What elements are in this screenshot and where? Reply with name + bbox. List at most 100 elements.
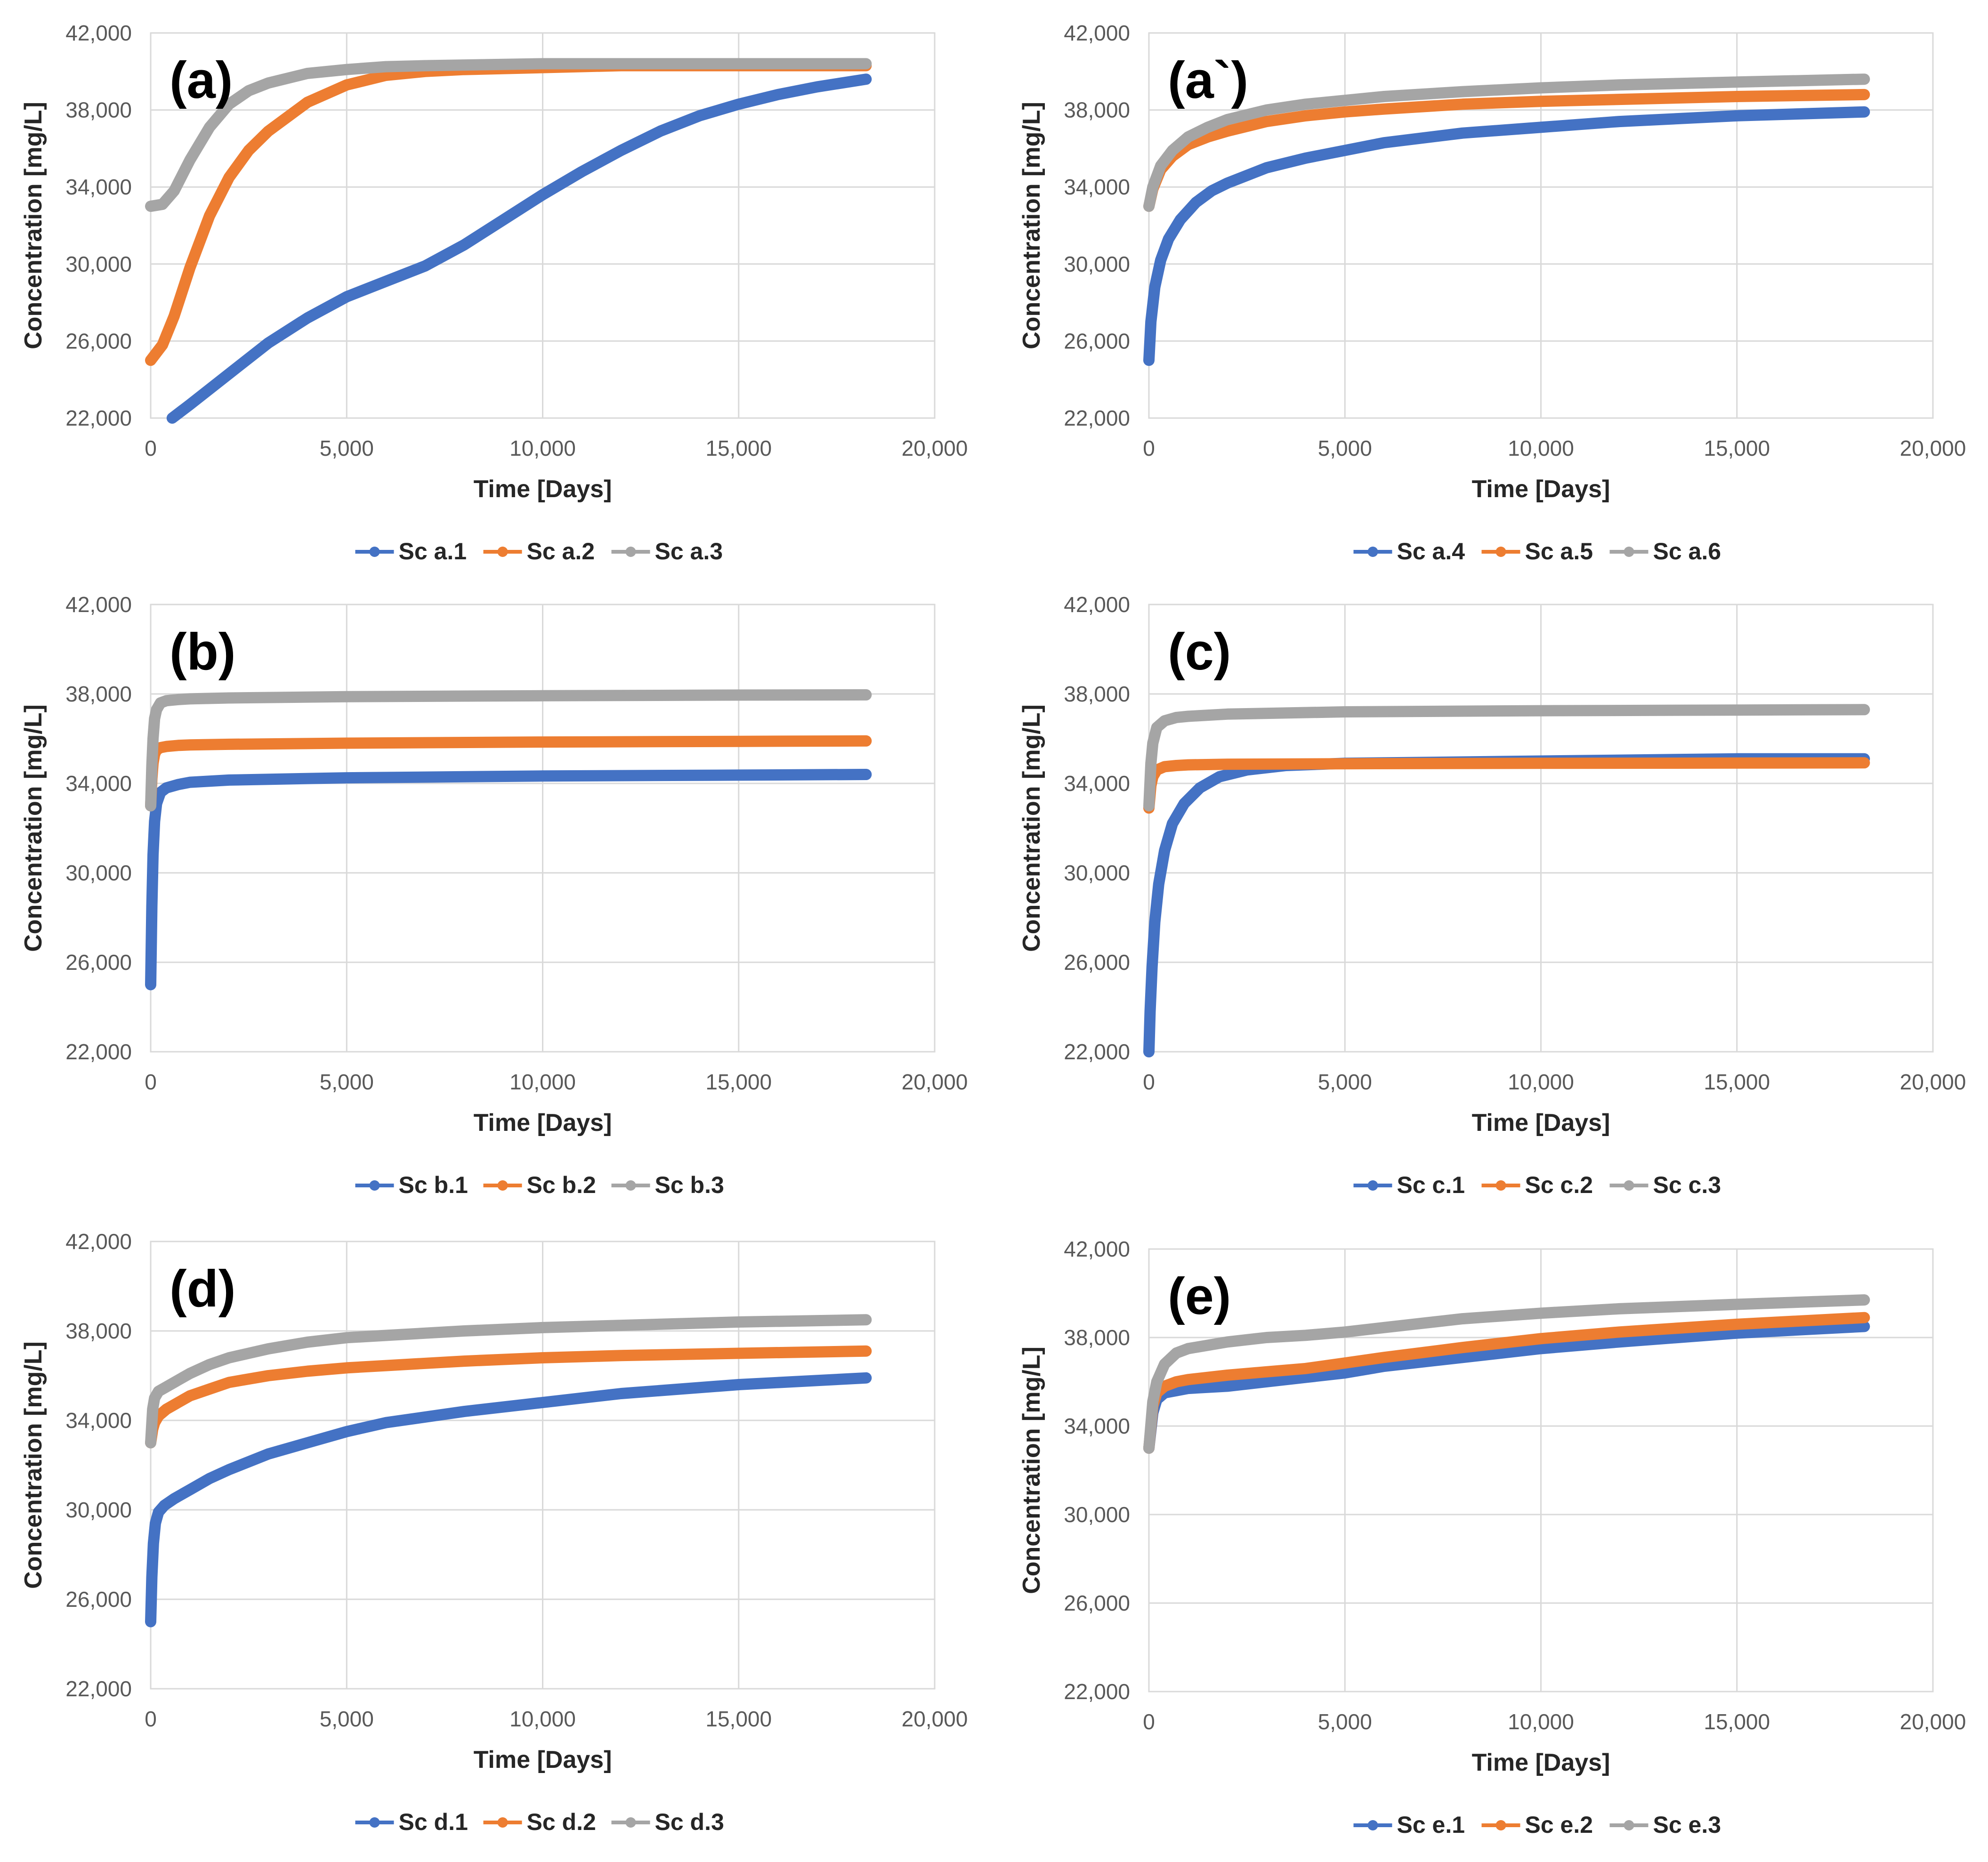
x-tick-label: 10,000 <box>1508 1070 1574 1094</box>
legend-item: Sc c.1 <box>1353 1172 1465 1198</box>
y-tick-label: 42,000 <box>1064 21 1130 45</box>
y-axis-title: Concentration [mg/L] <box>1018 1346 1045 1594</box>
x-tick-label: 20,000 <box>1900 1070 1966 1094</box>
y-tick-label: 26,000 <box>65 329 132 353</box>
legend-label: Sc d.1 <box>399 1809 468 1835</box>
y-tick-label: 26,000 <box>1064 950 1130 975</box>
x-axis-title: Time [Days] <box>474 1109 612 1137</box>
legend-item: Sc a.1 <box>355 538 467 564</box>
series-line-sc-d-1 <box>145 1372 872 1628</box>
plot-area <box>1148 604 1934 1053</box>
x-axis-title: Time [Days] <box>1472 476 1610 503</box>
legend-item: Sc c.3 <box>1609 1172 1721 1198</box>
legend-item: Sc d.3 <box>611 1809 724 1835</box>
legend-swatch-marker <box>1624 1180 1634 1191</box>
y-tick-label: 38,000 <box>1064 682 1130 706</box>
plot-area <box>1148 1248 1934 1693</box>
x-tick-label: 0 <box>145 436 157 460</box>
y-tick-label: 34,000 <box>65 1408 132 1433</box>
series-line-sc-d-2 <box>145 1345 872 1449</box>
x-tick-label: 5,000 <box>1318 436 1372 460</box>
y-tick-label: 42,000 <box>65 1229 132 1254</box>
x-tick-label: 10,000 <box>509 436 576 460</box>
legend-item: Sc e.2 <box>1481 1812 1593 1838</box>
chart-panel-6: 22,000 26,000 30,000 34,000 38,000 42,000 0 5,0… <box>1018 1237 1966 1838</box>
y-tick-label: 30,000 <box>1064 252 1130 276</box>
x-axis-title: Time [Days] <box>1472 1749 1610 1776</box>
series-line-sc-c-1 <box>1143 753 1870 1057</box>
y-tick-label: 22,000 <box>65 1677 132 1701</box>
legend-swatch-marker <box>625 547 636 557</box>
x-axis-title: Time [Days] <box>474 476 612 503</box>
chart-panel-1: 22,000 26,000 30,000 34,000 38,000 42,000 0 5,0… <box>20 21 968 564</box>
x-tick-label: 15,000 <box>705 436 772 460</box>
legend-label: Sc c.3 <box>1653 1172 1721 1198</box>
series-line-sc-d-3 <box>145 1314 872 1449</box>
y-tick-label: 38,000 <box>1064 1325 1130 1350</box>
legend-label: Sc a.2 <box>527 538 595 564</box>
y-tick-label: 42,000 <box>1064 592 1130 617</box>
y-tick-label: 26,000 <box>65 950 132 975</box>
legend-label: Sc e.2 <box>1525 1812 1593 1838</box>
x-tick-label: 15,000 <box>705 1070 772 1094</box>
y-tick-label: 34,000 <box>65 771 132 796</box>
y-tick-label: 22,000 <box>65 1040 132 1064</box>
x-tick-label: 20,000 <box>1900 1709 1966 1734</box>
x-tick-label: 5,000 <box>1318 1070 1372 1094</box>
y-tick-label: 30,000 <box>1064 1502 1130 1527</box>
series-line-sc-c-3 <box>1143 704 1870 812</box>
legend-swatch-marker <box>1367 1820 1378 1830</box>
plot-area <box>150 1241 936 1690</box>
series-line-sc-a-6 <box>1143 73 1870 212</box>
panel-label: (a`) <box>1168 51 1248 109</box>
legend-label: Sc d.2 <box>527 1809 596 1835</box>
legend-label: Sc d.3 <box>655 1809 724 1835</box>
x-tick-label: 0 <box>1143 1070 1155 1094</box>
series-line-sc-b-1 <box>145 769 872 991</box>
x-axis-title: Time [Days] <box>474 1746 612 1773</box>
x-tick-label: 5,000 <box>320 1070 374 1094</box>
legend-swatch-marker <box>1624 547 1634 557</box>
y-tick-label: 30,000 <box>1064 861 1130 885</box>
y-tick-label: 30,000 <box>65 252 132 276</box>
legend-item: Sc b.2 <box>483 1172 596 1198</box>
x-tick-label: 20,000 <box>902 436 968 460</box>
x-tick-label: 15,000 <box>1704 1070 1770 1094</box>
panel-label: (d) <box>170 1260 235 1318</box>
panel-label: (e) <box>1168 1267 1231 1325</box>
legend-label: Sc b.1 <box>399 1172 468 1198</box>
y-tick-label: 30,000 <box>65 861 132 885</box>
legend-swatch-marker <box>497 1817 508 1828</box>
series-line-sc-e-3 <box>1143 1294 1870 1454</box>
legend-swatch-marker <box>369 1817 380 1828</box>
series-line-sc-c-2 <box>1143 757 1870 814</box>
legend-label: Sc b.2 <box>527 1172 596 1198</box>
legend-label: Sc b.3 <box>655 1172 724 1198</box>
y-tick-label: 34,000 <box>65 175 132 199</box>
y-tick-label: 30,000 <box>65 1498 132 1522</box>
legend-item: Sc b.3 <box>611 1172 724 1198</box>
legend-item: Sc e.1 <box>1353 1812 1465 1838</box>
x-tick-label: 15,000 <box>1704 436 1770 460</box>
series-line-sc-a-1 <box>166 73 872 424</box>
legend-label: Sc c.1 <box>1397 1172 1465 1198</box>
legend-item: Sc d.2 <box>483 1809 596 1835</box>
chart-panel-4: 22,000 26,000 30,000 34,000 38,000 42,000 0 5,0… <box>1018 592 1966 1198</box>
y-tick-label: 34,000 <box>1064 175 1130 199</box>
legend-label: Sc c.2 <box>1525 1172 1593 1198</box>
panel-label: (b) <box>170 623 235 681</box>
legend-item: Sc c.2 <box>1481 1172 1593 1198</box>
plot-area <box>1148 32 1934 419</box>
y-tick-label: 38,000 <box>65 1319 132 1343</box>
legend-swatch-marker <box>1495 547 1506 557</box>
legend-label: Sc e.1 <box>1397 1812 1465 1838</box>
y-axis-title: Concentration [mg/L] <box>1018 102 1045 349</box>
y-tick-label: 38,000 <box>65 98 132 122</box>
x-tick-label: 5,000 <box>320 436 374 460</box>
y-tick-label: 34,000 <box>1064 1414 1130 1438</box>
legend-item: Sc d.1 <box>355 1809 468 1835</box>
legend-item: Sc a.6 <box>1609 538 1721 564</box>
x-tick-label: 20,000 <box>902 1707 968 1731</box>
x-tick-label: 15,000 <box>1704 1709 1770 1734</box>
